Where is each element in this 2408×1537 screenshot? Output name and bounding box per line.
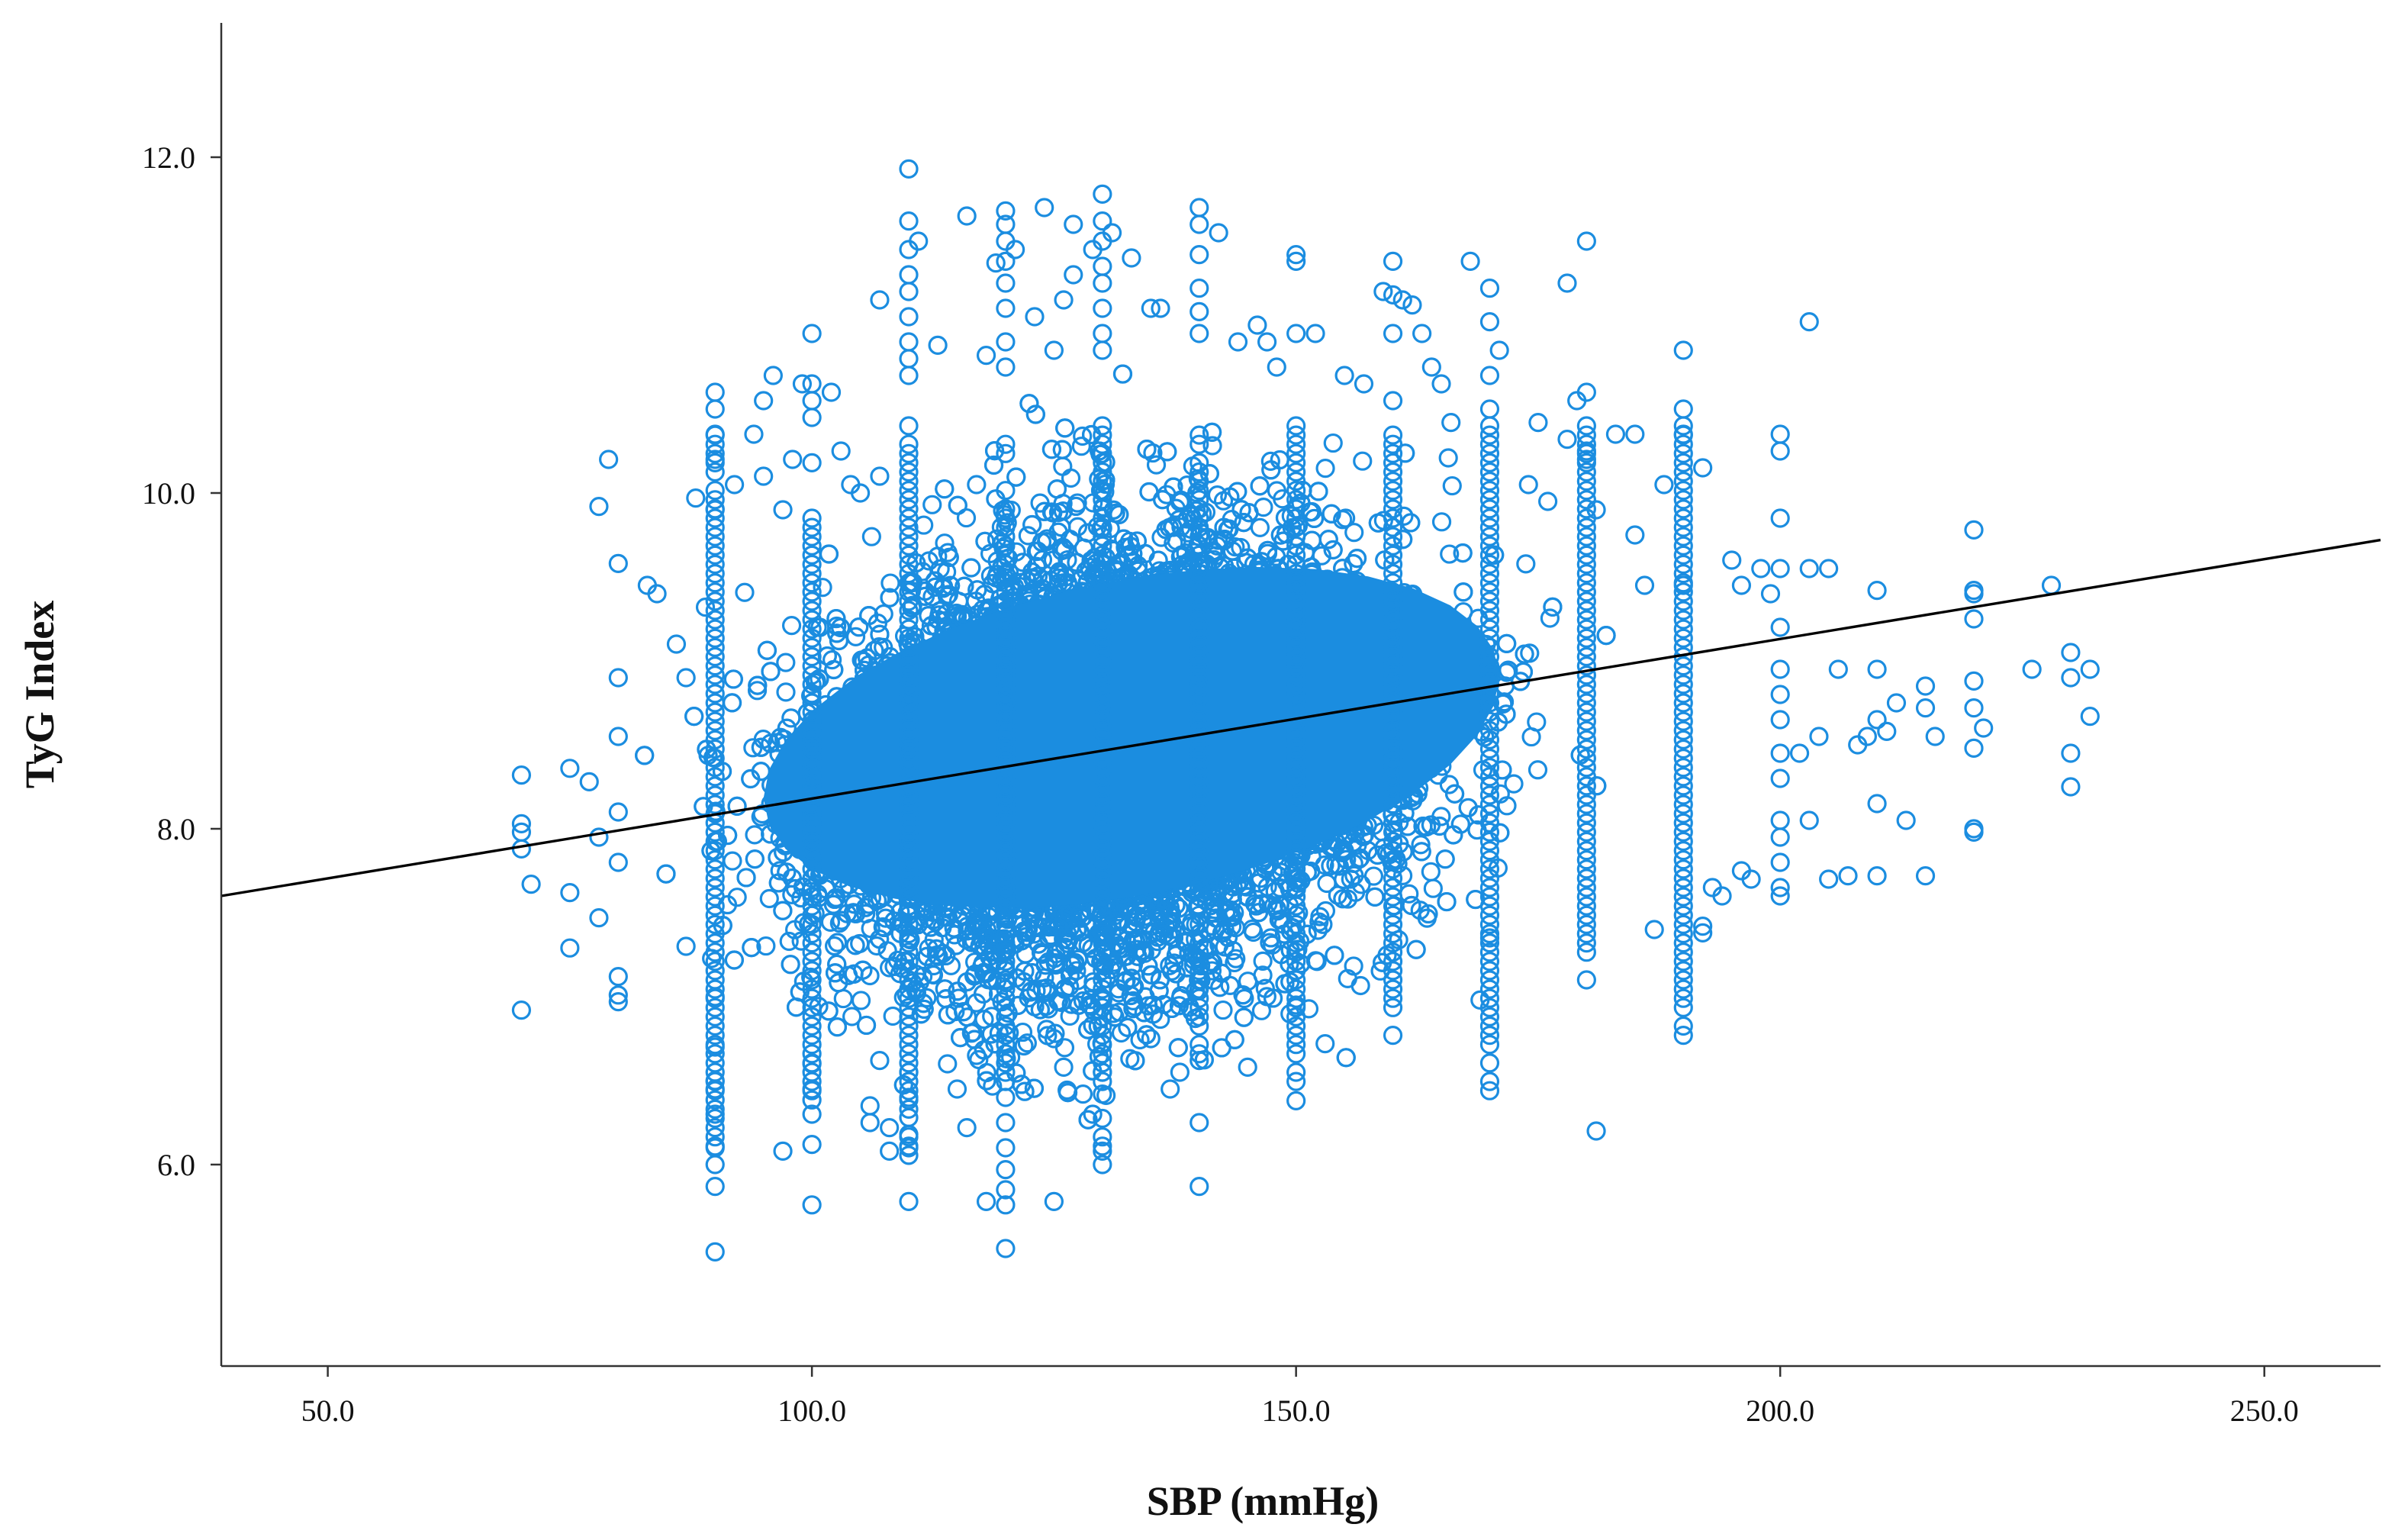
scatter-point <box>919 551 939 571</box>
scatter-point <box>877 941 897 961</box>
scatter-point <box>1528 760 1548 780</box>
scatter-point <box>1323 433 1343 453</box>
scatter-point <box>1344 523 1364 543</box>
scatter-point <box>1253 951 1273 971</box>
scatter-point <box>727 888 747 907</box>
scatter-point <box>856 904 876 923</box>
scatter-point <box>1399 884 1419 904</box>
scatter-point <box>1442 475 1462 496</box>
scatter-point <box>1273 489 1293 509</box>
scatter-point <box>1350 975 1370 996</box>
scatter-point <box>1225 903 1244 923</box>
scatter-point <box>883 1006 903 1026</box>
scatter-point <box>1202 436 1222 456</box>
scatter-point <box>1053 456 1073 476</box>
scatter-point <box>1439 775 1459 794</box>
scatter-point <box>1315 901 1336 921</box>
scatter-point <box>1417 908 1437 928</box>
scatter-point <box>1516 554 1536 574</box>
scatter-point <box>1017 1033 1037 1053</box>
scatter-point <box>845 627 866 646</box>
scatter-point <box>842 1007 862 1026</box>
scatter-point <box>1071 437 1091 456</box>
scatter-point <box>1213 1000 1233 1020</box>
scatter-point <box>1026 556 1047 576</box>
scatter-point <box>779 931 799 952</box>
scatter-point <box>956 508 977 528</box>
scatter-point <box>1207 485 1228 505</box>
scatter-point <box>922 495 942 514</box>
scatter-point <box>1223 940 1243 961</box>
scatter-point <box>1073 426 1093 446</box>
scatter-point <box>1440 544 1460 564</box>
scatter-point <box>948 988 968 1008</box>
scatter-point <box>1353 451 1373 471</box>
scatter-point <box>833 988 853 1009</box>
scatter-point <box>880 573 900 593</box>
scatter-point <box>1250 517 1270 537</box>
scatter-point <box>1146 455 1167 475</box>
scatter-point <box>824 936 845 956</box>
scatter-point <box>759 888 779 909</box>
scatter-point <box>1540 608 1560 628</box>
scatter-point <box>1438 448 1458 468</box>
scatter-point <box>861 527 881 546</box>
dense-point-cloud <box>635 364 1693 1174</box>
scatter-point <box>723 851 742 871</box>
scatter-point <box>781 616 802 636</box>
scatter-point <box>747 681 768 701</box>
scatter-point <box>983 1076 1003 1096</box>
scatter-point <box>1421 862 1441 881</box>
